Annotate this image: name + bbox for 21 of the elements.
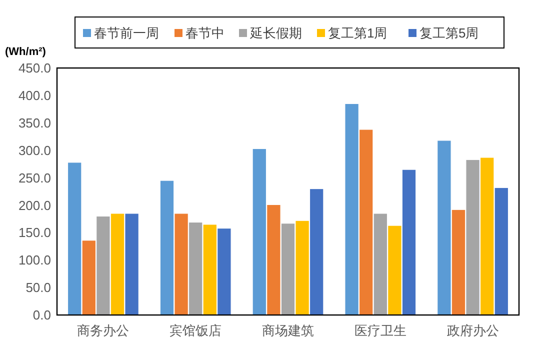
legend-label: 春节中 <box>186 26 224 41</box>
y-axis-title: (Wh/m²) <box>5 46 46 58</box>
y-tick-label: 100.0 <box>18 252 51 268</box>
y-tick-label: 450.0 <box>18 60 51 76</box>
legend-label: 春节前一周 <box>94 26 159 41</box>
x-tick-label: 政府办公 <box>446 323 499 338</box>
x-tick-label: 商场建筑 <box>262 323 314 338</box>
y-tick-label: 150.0 <box>18 225 51 240</box>
y-tick-label: 250.0 <box>18 170 51 186</box>
legend-label: 复工第1周 <box>328 26 388 41</box>
legend-label: 复工第5周 <box>420 26 479 41</box>
y-tick-label: 50.0 <box>26 280 51 296</box>
y-tick-label: 400.0 <box>18 88 51 103</box>
x-tick-label: 医疗卫生 <box>354 323 406 338</box>
x-tick-label: 商务办公 <box>77 323 130 338</box>
y-tick-label: 350.0 <box>18 115 51 130</box>
legend-label: 延长假期 <box>249 26 302 41</box>
x-tick-label: 宾馆饭店 <box>170 323 222 338</box>
y-tick-label: 0.0 <box>32 308 51 323</box>
y-tick-label: 200.0 <box>18 198 51 213</box>
y-tick-label: 300.0 <box>18 142 51 158</box>
